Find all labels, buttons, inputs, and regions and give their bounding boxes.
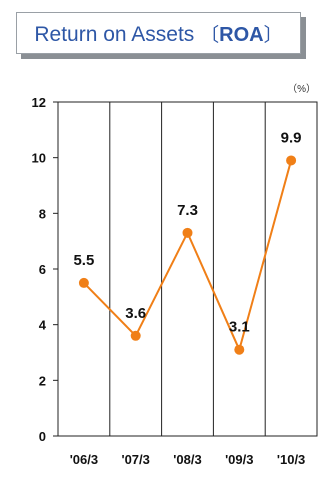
- data-point: [234, 344, 245, 355]
- y-tick-label: 8: [39, 206, 46, 221]
- x-tick-label: '06/3: [70, 452, 98, 467]
- y-tick-label: 2: [39, 373, 46, 388]
- x-tick-label: '09/3: [225, 452, 253, 467]
- data-label: 7.3: [177, 202, 198, 219]
- data-point: [130, 330, 141, 341]
- series-roa: [78, 155, 297, 355]
- chart-title-open-bracket: 〔: [200, 24, 220, 46]
- y-tick-label: 10: [32, 151, 46, 166]
- chart-title: Return on Assets 〔ROA〕: [34, 20, 282, 47]
- data-label: 3.1: [229, 319, 250, 336]
- x-tick-label: '08/3: [173, 452, 201, 467]
- y-tick-label: 6: [39, 262, 46, 277]
- unit-label: （%）: [287, 83, 316, 95]
- series-line: [83, 160, 293, 353]
- chart-title-main: Return on Assets: [34, 22, 201, 46]
- data-label: 5.5: [73, 252, 94, 269]
- chart-title-close-bracket: 〕: [263, 24, 283, 46]
- plot-frame: [57, 101, 318, 437]
- chart-title-box: Return on Assets 〔ROA〕: [16, 12, 301, 54]
- x-axis-ticks: '06/3 '07/3 '08/3 '09/3 '10/3: [70, 452, 306, 467]
- data-point: [182, 227, 193, 238]
- y-axis-ticks: 0 2 4 6 8 10 12: [32, 95, 58, 444]
- chart-title-abbr: ROA: [219, 23, 264, 46]
- y-tick-label: 4: [39, 318, 47, 333]
- data-point: [286, 155, 297, 166]
- data-label: 9.9: [281, 129, 302, 146]
- data-point: [78, 277, 89, 288]
- x-tick-label: '07/3: [121, 452, 149, 467]
- plot-area-border: [57, 101, 318, 437]
- y-tick-label: 0: [39, 429, 46, 444]
- data-labels: 5.5 3.6 7.3 3.1 9.9: [73, 129, 301, 335]
- gridlines: [109, 102, 266, 436]
- data-label: 3.6: [125, 305, 146, 322]
- x-tick-label: '10/3: [277, 452, 305, 467]
- y-tick-label: 12: [32, 95, 46, 110]
